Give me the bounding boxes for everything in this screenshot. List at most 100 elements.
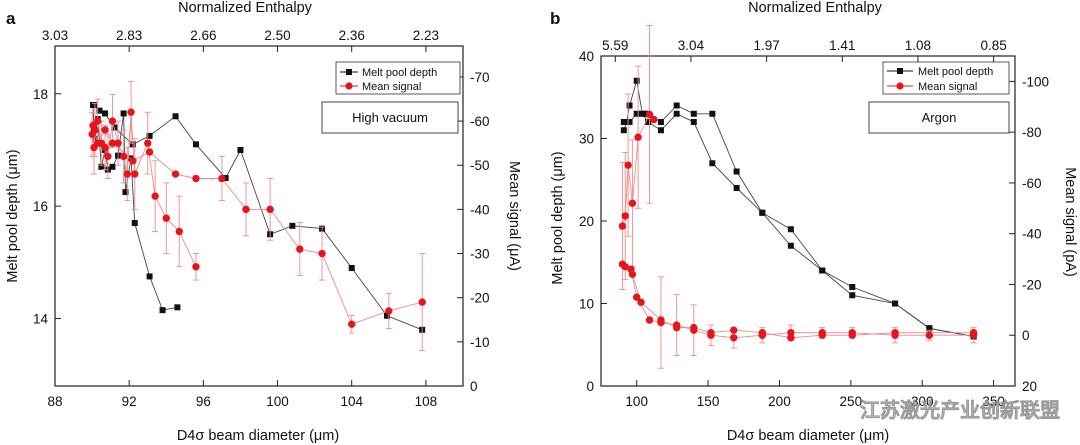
melt-pool-depth-point	[690, 110, 697, 117]
right-tick-label: -100	[1022, 74, 1049, 89]
panel-a-condition-box	[321, 101, 459, 134]
mean-signal-point	[348, 320, 356, 328]
series-line	[623, 80, 974, 337]
melt-pool-depth-point	[109, 163, 116, 170]
melt-pool-depth-point	[620, 127, 627, 134]
mean-signal-point	[131, 170, 139, 178]
mean-signal-point	[418, 298, 426, 306]
panel-a-legend-depth-marker	[346, 69, 352, 75]
melt-pool-depth-point	[733, 168, 740, 175]
panel-a-left-axis-title: Melt pool depth (μm)	[5, 149, 21, 282]
top-tick-label: 2.83	[116, 28, 142, 43]
mean-signal-point	[925, 331, 934, 339]
mean-signal-point	[89, 121, 97, 130]
x-tick-label: 92	[122, 394, 137, 409]
mean-signal-point	[634, 133, 642, 141]
left-tick-label: 0	[586, 379, 594, 394]
melt-pool-depth-point	[626, 119, 633, 125]
panel-b: b 5.59 3.04 1.97 1.41 1.08 0.85 100 150 200 250 3…	[550, 0, 1078, 444]
series-line	[631, 274, 974, 339]
mean-signal-point	[93, 139, 102, 147]
melt-pool-depth-point	[90, 102, 97, 109]
mean-signal-point	[145, 148, 154, 156]
mean-signal-point	[93, 117, 102, 125]
melt-pool-depth-point	[98, 163, 105, 170]
panel-a-right-axis-title: Mean signal (μA)	[506, 161, 522, 271]
melt-pool-depth-point	[120, 110, 127, 117]
mean-signal-point	[758, 328, 767, 337]
melt-pool-depth-point	[673, 110, 680, 117]
mean-signal-point	[730, 326, 738, 334]
melt-pool-depth-point	[690, 119, 697, 125]
melt-pool-depth-point	[192, 141, 199, 148]
mean-signal-point	[119, 152, 128, 161]
left-tick-label: 40	[579, 49, 594, 64]
x-tick-label: 100	[266, 394, 289, 409]
mean-signal-point	[690, 323, 698, 332]
x-tick-label: 88	[47, 394, 62, 409]
melt-pool-depth-point	[709, 160, 716, 167]
melt-pool-depth-point	[626, 102, 633, 109]
panel-b-legend-depth-label: Melt pool depth	[918, 66, 993, 78]
melt-pool-depth-point	[645, 119, 652, 125]
melt-pool-depth-point	[733, 185, 740, 191]
mean-signal-point	[645, 110, 654, 119]
panel-b-legend-signal-marker	[896, 82, 904, 90]
top-tick-label: 2.50	[264, 28, 290, 43]
panel-b-top-axis-title: Normalized Enthalpy	[748, 0, 883, 16]
melt-pool-depth-point	[146, 273, 153, 280]
series-line	[93, 104, 423, 331]
melt-pool-depth-point	[787, 242, 794, 249]
mean-signal-point	[672, 323, 681, 332]
mean-signal-point	[108, 139, 117, 147]
right-tick-label: 0	[1022, 328, 1030, 343]
x-tick-label: 350	[982, 394, 1005, 409]
x-tick-label: 100	[625, 394, 648, 409]
melt-pool-depth-point	[926, 325, 933, 332]
panel-a-legend-box	[335, 61, 461, 95]
panel-b-right-tick-labels: 20 0 -20 -40 -60 -80 -100	[1022, 74, 1049, 394]
right-tick-label: 20	[1022, 379, 1037, 394]
panel-a: a 3.03 2.83 2.66 2.50 2.36 2.23 88 92 96 100 104 1…	[5, 0, 522, 444]
melt-pool-depth-point	[819, 267, 826, 274]
melt-pool-depth-point	[289, 222, 296, 229]
mean-signal-point	[621, 212, 629, 220]
panel-a-legend-depth-label: Melt pool depth	[362, 67, 437, 79]
melt-pool-depth-point	[222, 175, 229, 182]
top-tick-label: 0.85	[980, 38, 1006, 53]
melt-pool-depth-point	[657, 119, 664, 125]
x-tick-label: 300	[911, 394, 934, 409]
panel-a-left-tick-labels: 14 16 18	[33, 87, 49, 327]
mean-signal-point	[891, 328, 899, 337]
melt-pool-depth-point	[172, 113, 179, 120]
right-tick-label: -80	[1022, 125, 1042, 140]
mean-signal-point	[266, 205, 274, 214]
left-tick-label: 30	[579, 132, 594, 147]
panel-a-top-tick-labels: 3.03 2.83 2.66 2.50 2.36 2.23	[42, 28, 439, 43]
panel-b-top-tick-labels: 5.59 3.04 1.97 1.41 1.08 0.85	[602, 38, 1007, 53]
melt-pool-depth-point	[892, 300, 899, 307]
watermark: 江苏激光产业创新联盟	[860, 398, 1060, 422]
panel-b-condition-box	[868, 101, 1010, 134]
top-tick-label: 2.66	[190, 28, 216, 43]
melt-pool-depth-point	[633, 110, 640, 117]
left-tick-label: 10	[579, 297, 594, 312]
mean-signal-point	[162, 214, 170, 222]
panel-a-legend: Melt pool depth Mean signal	[335, 61, 461, 95]
melt-pool-depth-point	[620, 119, 627, 125]
top-tick-label: 3.03	[42, 28, 68, 43]
melt-pool-depth-point	[122, 189, 129, 196]
mean-signal-point	[114, 139, 122, 147]
mean-signal-point	[123, 170, 132, 178]
melt-pool-depth-point	[348, 264, 355, 271]
panel-b-x-axis-title: D4σ beam diameter (μm)	[727, 428, 889, 444]
panel-a-letter: a	[6, 9, 16, 28]
panel-a-plot-area	[88, 80, 426, 352]
right-tick-label: -20	[1022, 277, 1042, 292]
x-tick-label: 104	[340, 394, 363, 409]
mean-signal-point	[818, 331, 826, 339]
mean-signal-point	[657, 316, 665, 324]
melt-pool-depth-point	[759, 209, 766, 216]
mean-signal-point	[730, 334, 738, 342]
